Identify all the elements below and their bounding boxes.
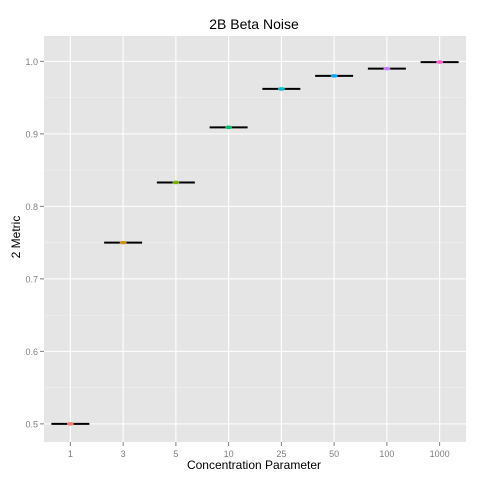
x-tick-label: 3 xyxy=(121,449,126,459)
x-tick-label: 1 xyxy=(68,449,73,459)
y-axis-label: 2 Metric xyxy=(9,216,23,259)
data-point xyxy=(172,180,180,185)
data-point xyxy=(436,60,444,64)
chart-title: 2B Beta Noise xyxy=(209,16,299,32)
data-point xyxy=(225,125,233,130)
data-point xyxy=(277,87,285,91)
x-tick-label: 1000 xyxy=(430,449,450,459)
x-tick-label: 10 xyxy=(224,449,234,459)
data-point xyxy=(119,240,127,245)
panel-background xyxy=(44,36,466,442)
x-tick-label: 100 xyxy=(379,449,394,459)
x-tick-label: 50 xyxy=(329,449,339,459)
y-tick-label: 0.8 xyxy=(25,202,38,212)
data-point xyxy=(66,422,74,426)
y-tick-label: 0.7 xyxy=(25,274,38,284)
y-tick-label: 0.9 xyxy=(25,129,38,139)
data-point xyxy=(330,74,338,78)
data-point xyxy=(383,66,391,71)
y-tick-label: 1.0 xyxy=(25,57,38,67)
x-axis-label: Concentration Parameter xyxy=(187,458,321,472)
plot-panel: 0.5 0.6 0.7 0.8 0.9 1.0 1 3 5 10 25 50 100 1000 xyxy=(25,36,466,459)
y-tick-label: 0.5 xyxy=(25,419,38,429)
x-tick-label: 25 xyxy=(276,449,286,459)
y-tick-label: 0.6 xyxy=(25,347,38,357)
x-tick-label: 5 xyxy=(173,449,178,459)
